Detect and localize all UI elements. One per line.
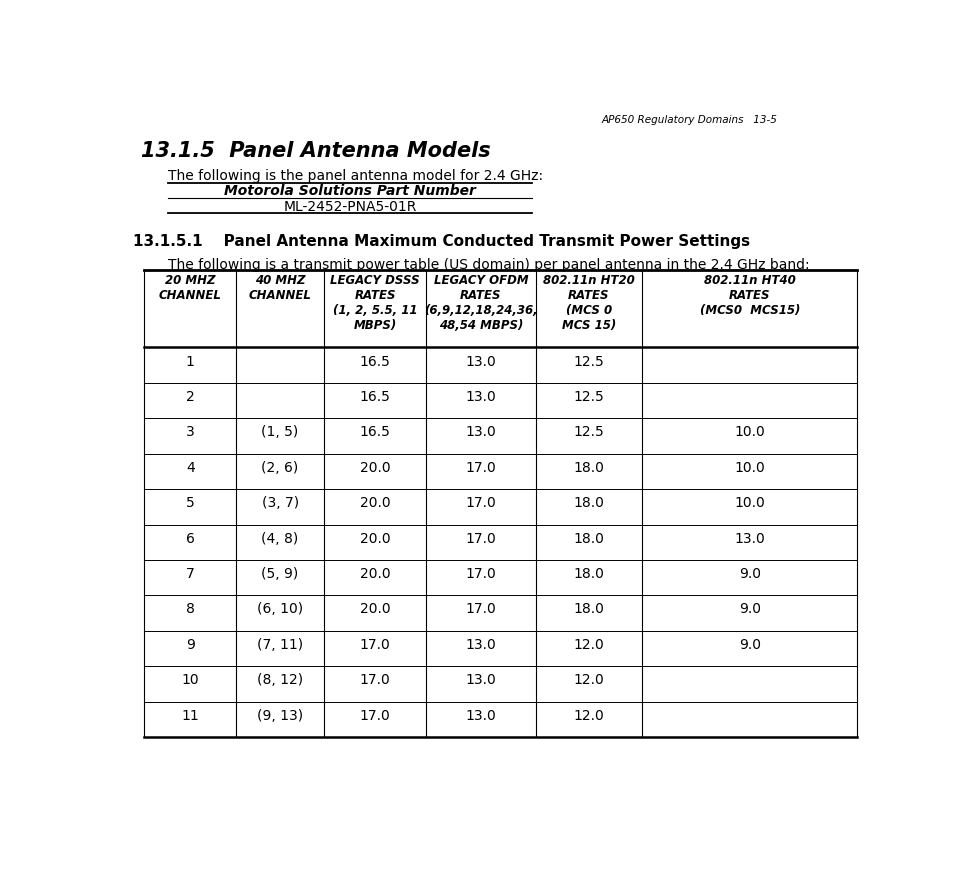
Text: 10.0: 10.0 [734, 495, 765, 510]
Text: (2, 6): (2, 6) [262, 460, 298, 474]
Text: LEGACY OFDM
RATES
(6,9,12,18,24,36,
48,54 MBPS): LEGACY OFDM RATES (6,9,12,18,24,36, 48,5… [423, 274, 537, 332]
Text: 18.0: 18.0 [573, 602, 604, 616]
Text: 13.0: 13.0 [465, 390, 496, 403]
Text: The following is the panel antenna model for 2.4 GHz:: The following is the panel antenna model… [168, 169, 543, 182]
Text: 20.0: 20.0 [359, 567, 390, 580]
Text: 12.0: 12.0 [573, 637, 604, 651]
Text: 17.0: 17.0 [465, 567, 496, 580]
Text: ML-2452-PNA5-01R: ML-2452-PNA5-01R [283, 199, 416, 214]
Text: (9, 13): (9, 13) [257, 708, 303, 721]
Text: 9.0: 9.0 [738, 567, 760, 580]
Text: 17.0: 17.0 [465, 531, 496, 545]
Text: 6: 6 [186, 531, 195, 545]
Text: 9: 9 [186, 637, 195, 651]
Text: 18.0: 18.0 [573, 567, 604, 580]
Text: The following is a transmit power table (US domain) per panel antenna in the 2.4: The following is a transmit power table … [168, 257, 808, 271]
Text: 17.0: 17.0 [465, 460, 496, 474]
Text: (3, 7): (3, 7) [262, 495, 298, 510]
Text: 20.0: 20.0 [359, 531, 390, 545]
Text: Motorola Solutions Part Number: Motorola Solutions Part Number [224, 184, 476, 198]
Text: 18.0: 18.0 [573, 460, 604, 474]
Text: (6, 10): (6, 10) [257, 602, 303, 616]
Text: 4: 4 [186, 460, 195, 474]
Text: 10.0: 10.0 [734, 460, 765, 474]
Text: 20.0: 20.0 [359, 460, 390, 474]
Text: 13.0: 13.0 [465, 672, 496, 687]
Text: 9.0: 9.0 [738, 602, 760, 616]
Text: 3: 3 [186, 425, 195, 439]
Text: 9.0: 9.0 [738, 637, 760, 651]
Text: 40 MHZ
CHANNEL: 40 MHZ CHANNEL [248, 274, 311, 302]
Text: 1: 1 [186, 354, 195, 368]
Text: 18.0: 18.0 [573, 495, 604, 510]
Text: 12.5: 12.5 [573, 390, 604, 403]
Text: 2: 2 [186, 390, 195, 403]
Text: LEGACY DSSS
RATES
(1, 2, 5.5, 11
MBPS): LEGACY DSSS RATES (1, 2, 5.5, 11 MBPS) [329, 274, 420, 332]
Text: 11: 11 [181, 708, 199, 721]
Text: 13.1.5.1    Panel Antenna Maximum Conducted Transmit Power Settings: 13.1.5.1 Panel Antenna Maximum Conducted… [133, 234, 749, 249]
Text: 20.0: 20.0 [359, 602, 390, 616]
Text: 802.11n HT20
RATES
(MCS 0
MCS 15): 802.11n HT20 RATES (MCS 0 MCS 15) [543, 274, 634, 332]
Text: 20 MHZ
CHANNEL: 20 MHZ CHANNEL [159, 274, 222, 302]
Text: 13.0: 13.0 [465, 637, 496, 651]
Text: 10: 10 [181, 672, 199, 687]
Text: 17.0: 17.0 [359, 637, 391, 651]
Text: 7: 7 [186, 567, 195, 580]
Text: 12.0: 12.0 [573, 708, 604, 721]
Text: 13.0: 13.0 [734, 531, 765, 545]
Text: 12.5: 12.5 [573, 354, 604, 368]
Text: AP650 Regulatory Domains   13-5: AP650 Regulatory Domains 13-5 [601, 115, 777, 125]
Text: (5, 9): (5, 9) [262, 567, 298, 580]
Text: (7, 11): (7, 11) [257, 637, 303, 651]
Text: 13.0: 13.0 [465, 354, 496, 368]
Text: 10.0: 10.0 [734, 425, 765, 439]
Text: 18.0: 18.0 [573, 531, 604, 545]
Text: (1, 5): (1, 5) [262, 425, 298, 439]
Text: 12.0: 12.0 [573, 672, 604, 687]
Text: 17.0: 17.0 [465, 495, 496, 510]
Text: 16.5: 16.5 [359, 354, 391, 368]
Text: 17.0: 17.0 [465, 602, 496, 616]
Text: 13.0: 13.0 [465, 425, 496, 439]
Text: 17.0: 17.0 [359, 708, 391, 721]
Text: (4, 8): (4, 8) [262, 531, 298, 545]
Text: 16.5: 16.5 [359, 390, 391, 403]
Text: 20.0: 20.0 [359, 495, 390, 510]
Text: 5: 5 [186, 495, 195, 510]
Text: 12.5: 12.5 [573, 425, 604, 439]
Text: 16.5: 16.5 [359, 425, 391, 439]
Text: 802.11n HT40
RATES
(MCS0  MCS15): 802.11n HT40 RATES (MCS0 MCS15) [699, 274, 799, 317]
Text: 13.1.5  Panel Antenna Models: 13.1.5 Panel Antenna Models [141, 140, 489, 160]
Text: 17.0: 17.0 [359, 672, 391, 687]
Text: (8, 12): (8, 12) [257, 672, 303, 687]
Text: 13.0: 13.0 [465, 708, 496, 721]
Text: 8: 8 [186, 602, 195, 616]
